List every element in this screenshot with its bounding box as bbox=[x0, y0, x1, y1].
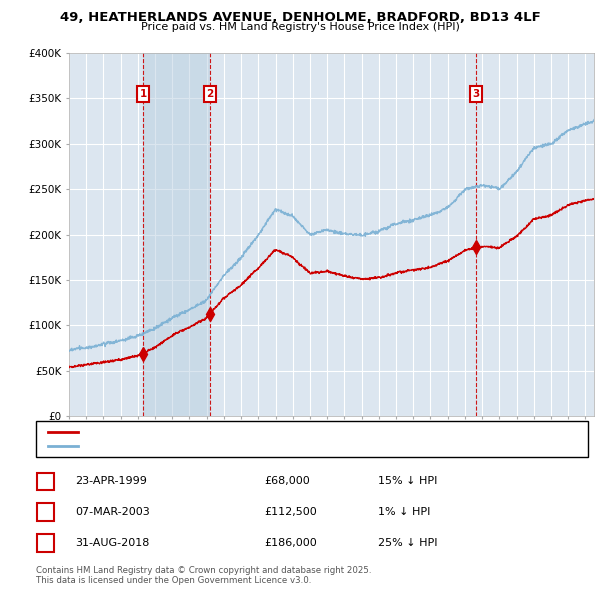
Text: 49, HEATHERLANDS AVENUE, DENHOLME, BRADFORD, BD13 4LF: 49, HEATHERLANDS AVENUE, DENHOLME, BRADF… bbox=[59, 11, 541, 24]
Text: 3: 3 bbox=[473, 89, 480, 99]
Text: 49, HEATHERLANDS AVENUE, DENHOLME, BRADFORD, BD13 4LF (detached house): 49, HEATHERLANDS AVENUE, DENHOLME, BRADF… bbox=[84, 427, 491, 437]
Text: 31-AUG-2018: 31-AUG-2018 bbox=[75, 538, 149, 548]
Text: 15% ↓ HPI: 15% ↓ HPI bbox=[378, 477, 437, 486]
Text: £112,500: £112,500 bbox=[264, 507, 317, 517]
Text: £68,000: £68,000 bbox=[264, 477, 310, 486]
Text: £186,000: £186,000 bbox=[264, 538, 317, 548]
Text: Contains HM Land Registry data © Crown copyright and database right 2025.
This d: Contains HM Land Registry data © Crown c… bbox=[36, 566, 371, 585]
Text: 3: 3 bbox=[42, 538, 49, 548]
Text: 1: 1 bbox=[42, 477, 49, 486]
Text: 23-APR-1999: 23-APR-1999 bbox=[75, 477, 147, 486]
Text: 07-MAR-2003: 07-MAR-2003 bbox=[75, 507, 150, 517]
Text: HPI: Average price, detached house, Bradford: HPI: Average price, detached house, Brad… bbox=[84, 441, 307, 451]
Text: 1: 1 bbox=[140, 89, 147, 99]
Text: 25% ↓ HPI: 25% ↓ HPI bbox=[378, 538, 437, 548]
Text: 1% ↓ HPI: 1% ↓ HPI bbox=[378, 507, 430, 517]
Text: 2: 2 bbox=[206, 89, 214, 99]
Text: Price paid vs. HM Land Registry's House Price Index (HPI): Price paid vs. HM Land Registry's House … bbox=[140, 22, 460, 32]
Bar bbox=[143, 53, 210, 416]
Text: 2: 2 bbox=[42, 507, 49, 517]
